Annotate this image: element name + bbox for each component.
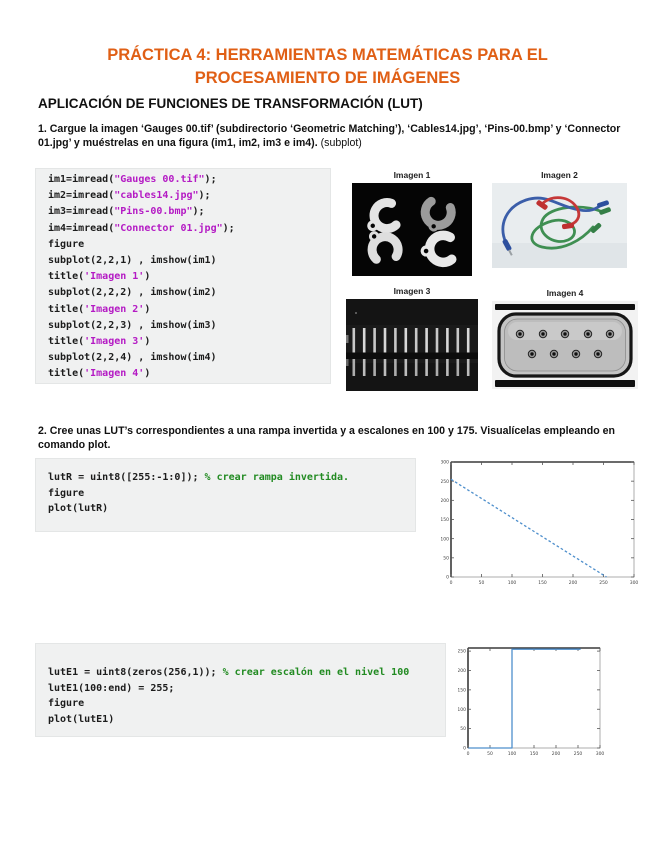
code-line: title('Imagen 4') [48, 368, 151, 380]
code-line: subplot(2,2,4) , imshow(im4) [48, 352, 217, 364]
code-line: plot(lutE1) [48, 713, 115, 725]
subplot-title-2: Imagen 2 [541, 170, 578, 180]
code-line: title('Imagen 1') [48, 271, 151, 283]
task1-subplot-hint: (subplot) [317, 137, 362, 149]
svg-text:0: 0 [446, 575, 449, 581]
subplot-imagen-4: Imagen 4 [492, 288, 638, 389]
code-line: plot(lutR) [48, 503, 109, 514]
svg-text:100: 100 [508, 580, 517, 586]
task2-text: 2. Cree unas LUT’s correspondientes a un… [38, 425, 616, 451]
subplot-title-1: Imagen 1 [393, 170, 431, 180]
matlab-figure-subplots: Imagen 1 [338, 168, 640, 400]
matlab-code-block-2: lutR = uint8([255:-1:0]); % crear rampa … [35, 458, 416, 532]
svg-text:200: 200 [441, 498, 449, 504]
code-line: subplot(2,2,3) , imshow(im3) [48, 319, 217, 331]
svg-text:100: 100 [441, 536, 449, 542]
svg-text:50: 50 [443, 555, 449, 561]
code-line: im4=imread("Connector 01.jpg"); [48, 222, 235, 234]
subplot-imagen-1: Imagen 1 [352, 170, 472, 276]
ramp-plot: 0 50 100 150 200 250 300 0 50 100 150 200 250 300 [441, 450, 655, 590]
code-line: figure [48, 487, 85, 499]
svg-text:200: 200 [458, 668, 466, 674]
svg-text:300: 300 [441, 460, 449, 466]
svg-text:250: 250 [599, 580, 608, 586]
svg-text:250: 250 [574, 751, 583, 757]
code-line: subplot(2,2,2) , imshow(im2) [48, 287, 217, 299]
svg-text:0: 0 [463, 746, 466, 752]
cables-image [492, 183, 627, 268]
code-line: im2=imread("cables14.jpg"); [48, 190, 211, 202]
code-line: im1=imread("Gauges 00.tif"); [48, 174, 217, 185]
step-plot: 0 50 100 150 200 250 300 0 50 100 150 200 250 [458, 638, 655, 763]
svg-text:200: 200 [552, 751, 561, 757]
svg-text:200: 200 [569, 580, 578, 586]
code-line: subplot(2,2,1) , imshow(im1) [48, 255, 217, 267]
svg-text:150: 150 [538, 580, 547, 586]
svg-text:100: 100 [458, 707, 466, 713]
matlab-code-block-1: im1=imread("Gauges 00.tif"); im2=imread("… [35, 168, 331, 384]
svg-text:50: 50 [479, 580, 485, 586]
svg-text:0: 0 [467, 751, 470, 757]
svg-text:100: 100 [508, 751, 517, 757]
svg-text:0: 0 [450, 580, 453, 586]
svg-text:150: 150 [530, 751, 539, 757]
code-line: title('Imagen 3') [48, 336, 151, 348]
connector-image [492, 301, 638, 389]
code-line: lutE1 = uint8(zeros(256,1)); % crear esc… [48, 667, 410, 678]
svg-text:150: 150 [441, 517, 449, 523]
svg-text:300: 300 [596, 751, 605, 757]
step-plot-svg: 0 50 100 150 200 250 300 0 50 100 150 200 250 [458, 647, 605, 757]
code-line: lutE1(100:end) = 255; [48, 682, 175, 694]
pins-image [346, 299, 478, 391]
code-line: title('Imagen 2') [48, 303, 151, 315]
matlab-code-block-3: lutE1 = uint8(zeros(256,1)); % crear esc… [35, 643, 446, 737]
svg-text:250: 250 [458, 649, 466, 655]
subplot-imagen-3: Imagen 3 [346, 286, 478, 391]
task2-paragraph: 2. Cree unas LUT’s correspondientes a un… [38, 424, 632, 452]
code-line: figure [48, 238, 85, 250]
page-title: PRÁCTICA 4: HERRAMIENTAS MATEMÁTICAS PAR… [0, 44, 655, 90]
section-heading: APLICACIÓN DE FUNCIONES DE TRANSFORMACIÓ… [38, 96, 423, 111]
svg-text:50: 50 [487, 751, 493, 757]
svg-text:50: 50 [460, 726, 466, 732]
page-title-line2: PROCESAMIENTO DE IMÁGENES [194, 69, 461, 87]
subplot-title-4: Imagen 4 [546, 288, 584, 298]
code-line: im3=imread("Pins-00.bmp"); [48, 206, 205, 218]
task1-paragraph: 1. Cargue la imagen ‘Gauges 00.tif’ (sub… [38, 122, 632, 150]
code-line: lutR = uint8([255:-1:0]); % crear rampa … [48, 472, 350, 483]
ramp-plot-svg: 0 50 100 150 200 250 300 0 50 100 150 200 250 300 [441, 460, 639, 586]
gauges-image [352, 183, 472, 276]
subplot-imagen-2: Imagen 2 [492, 170, 627, 268]
svg-text:250: 250 [441, 479, 449, 485]
page-title-line1: PRÁCTICA 4: HERRAMIENTAS MATEMÁTICAS PAR… [107, 46, 548, 64]
task1-text: 1. Cargue la imagen ‘Gauges 00.tif’ (sub… [38, 123, 621, 149]
svg-text:150: 150 [458, 687, 466, 693]
svg-text:300: 300 [630, 580, 639, 586]
code-line: figure [48, 698, 85, 709]
subplot-title-3: Imagen 3 [393, 286, 431, 296]
